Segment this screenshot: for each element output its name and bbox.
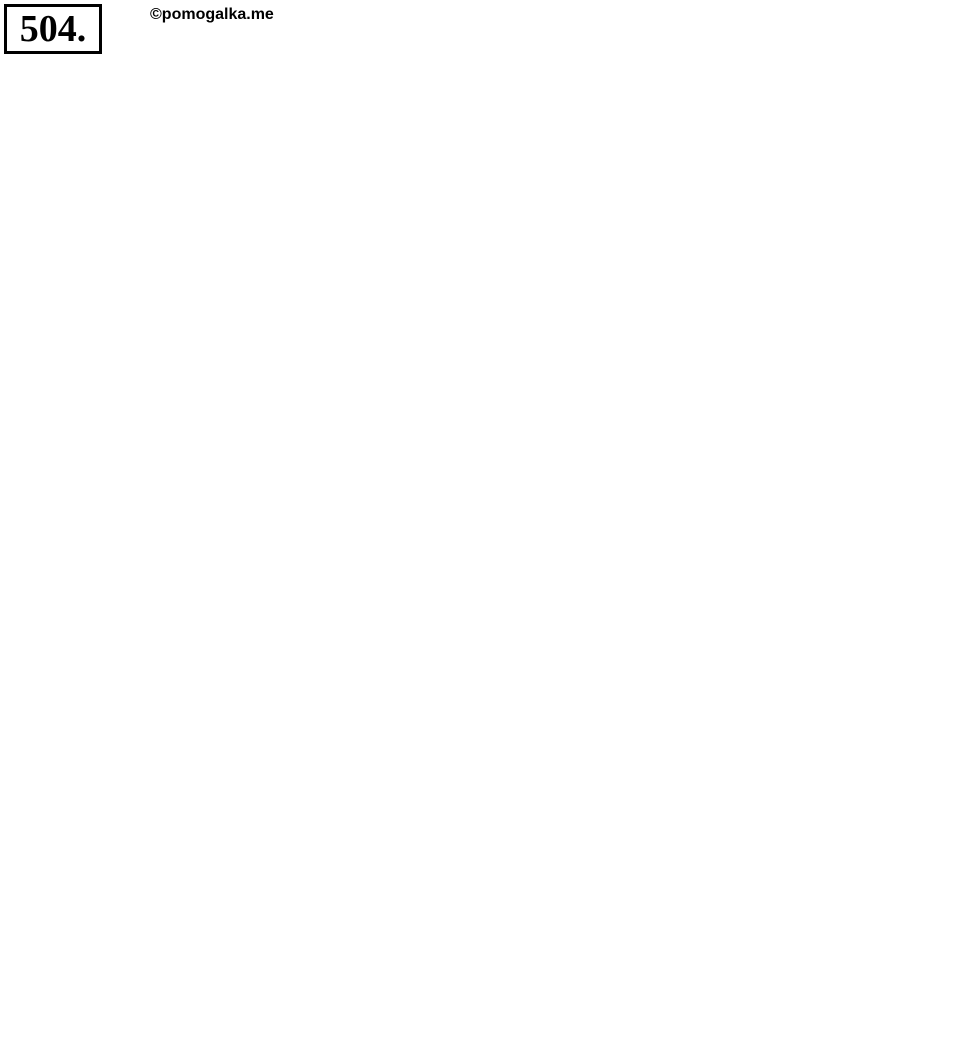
legend-label: K = (6, 0) — [118, 404, 210, 429]
legend-label: A = (2, 8) — [118, 178, 210, 203]
watermark: ©pomogalka.me — [150, 6, 274, 23]
legend-label: E = (0, 5) — [118, 329, 209, 354]
point-label: D — [410, 962, 425, 985]
point-label: C — [364, 403, 379, 426]
point-label: M — [550, 822, 568, 845]
point — [526, 435, 551, 460]
legend-label: P = (-7, 0) — [118, 442, 216, 467]
legend-label: D = (-3, -7) — [118, 291, 225, 316]
legend-marker — [68, 330, 92, 355]
x-axis-label: x — [904, 684, 919, 720]
legend-marker — [68, 293, 92, 318]
task-number: 504. — [4, 4, 102, 54]
point — [666, 854, 691, 879]
legend-bg — [58, 168, 268, 500]
legend-marker — [68, 217, 92, 242]
axis-label-bg — [893, 690, 931, 730]
y-tick-label: 5 — [512, 436, 522, 456]
axis-label-bg — [546, 142, 581, 182]
x-tick-label: -5 — [297, 695, 313, 715]
watermark: ©pomogalka.me — [72, 478, 204, 497]
legend-label: M = (0, -4) — [118, 366, 220, 391]
legend-marker — [68, 368, 92, 393]
point — [386, 994, 411, 1019]
legend-label: C = (-4, 5) — [118, 253, 218, 278]
point-label: A — [643, 263, 657, 286]
legend-label: B = (3, -4) — [118, 216, 218, 241]
y-tick-label: 10 — [502, 203, 522, 223]
point — [339, 435, 364, 460]
point-label: B — [690, 822, 704, 845]
y-tick-label: -5 — [506, 902, 522, 922]
point-label: P — [224, 636, 238, 659]
y-axis-label: y — [552, 138, 570, 174]
x-tick-label: 0 — [511, 695, 521, 715]
point — [619, 295, 644, 320]
x-tick-label: 5 — [766, 695, 776, 715]
x-tick-label: -10 — [59, 695, 85, 715]
legend-marker — [68, 443, 92, 468]
legend-marker — [68, 255, 92, 280]
point — [806, 668, 831, 693]
point-label: K — [830, 636, 844, 659]
point — [199, 668, 224, 693]
legend-marker — [68, 180, 92, 204]
point — [526, 854, 551, 879]
point-label: E — [550, 403, 564, 426]
legend-marker — [68, 406, 92, 431]
